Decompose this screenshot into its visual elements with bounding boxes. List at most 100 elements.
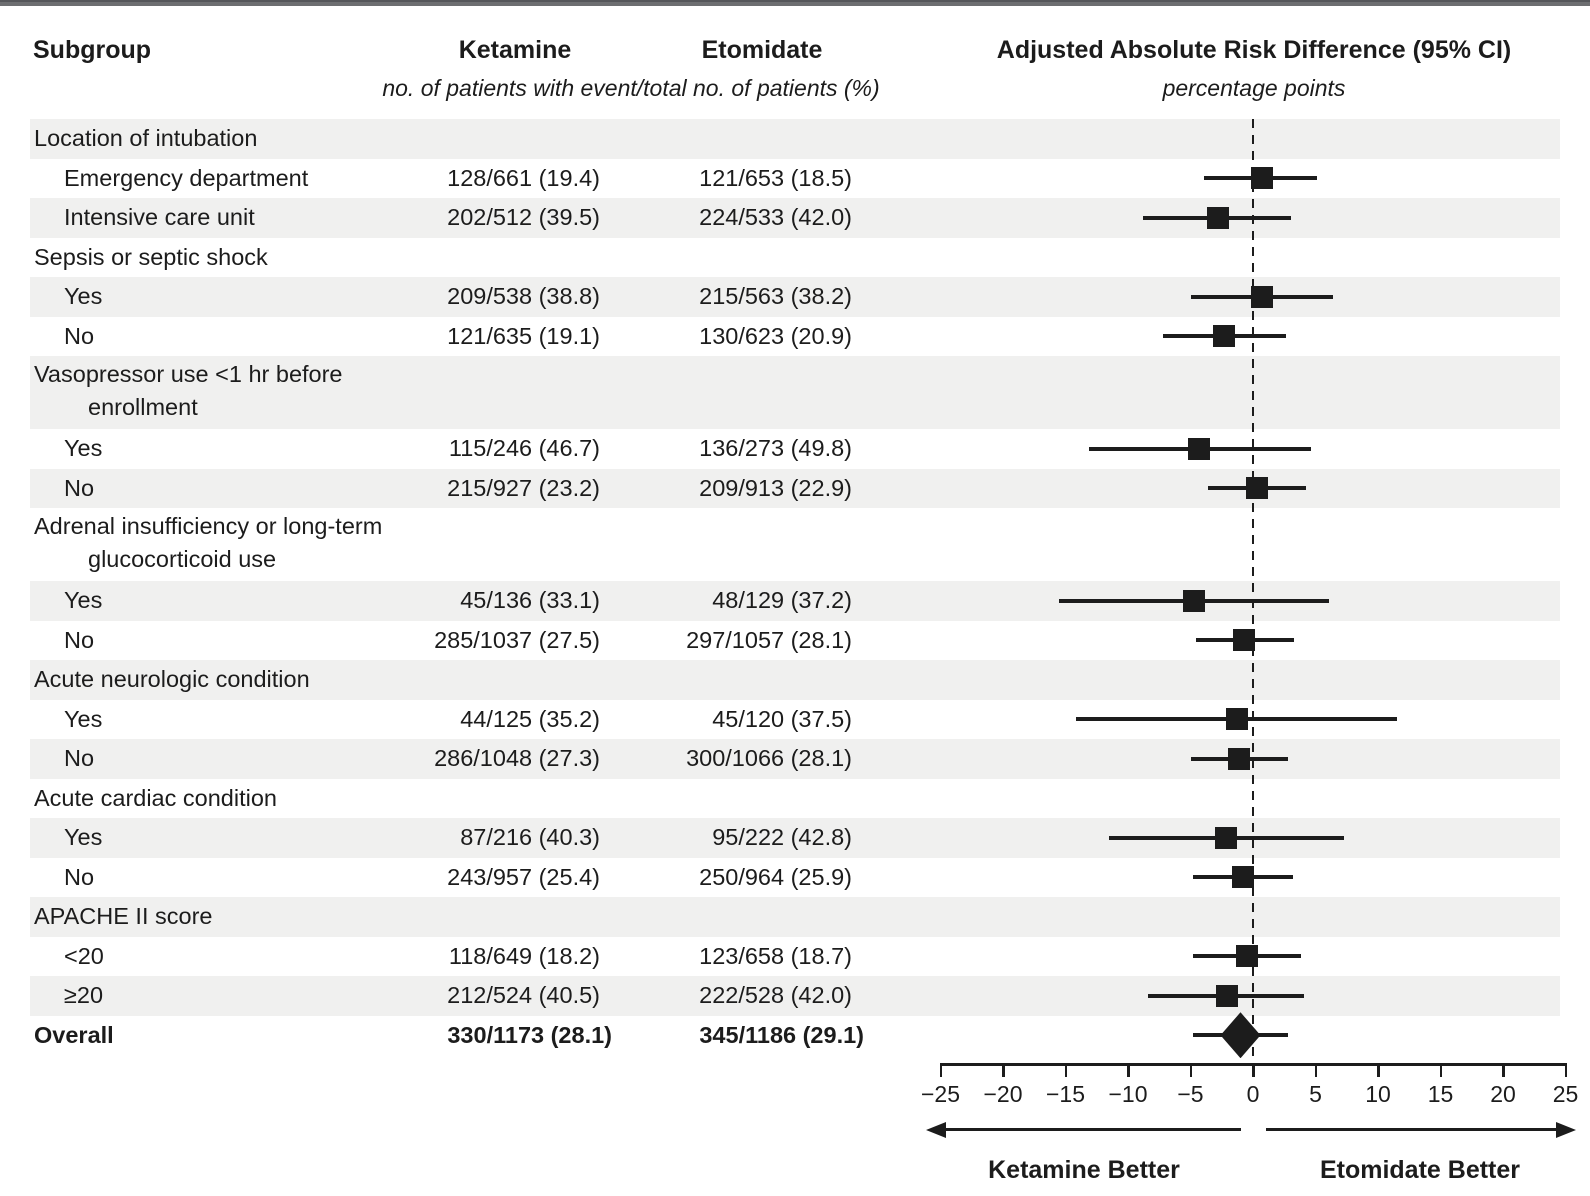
row-label: ≥20 [64, 982, 104, 1008]
ketamine-count-cell: 330/1173 (28.1) [447, 1021, 612, 1048]
ketamine-count-cell: 286/1048 (27.3) [434, 745, 600, 771]
axis-tick [1564, 1063, 1567, 1077]
subgroup-data-row [30, 198, 1560, 238]
ketamine-count-cell: 128/661 (19.4) [447, 164, 600, 191]
ketamine-count-cell: 215/927 (23.2) [447, 474, 600, 501]
left-arrowhead [926, 1121, 946, 1138]
axis-units-subtitle: percentage points [1162, 75, 1346, 101]
axis-tick-label: −15 [1045, 1081, 1085, 1107]
row-label: No [64, 474, 95, 501]
axis-tick [1439, 1063, 1442, 1077]
ketamine-count-cell: 212/524 (40.5) [447, 982, 600, 1008]
etomidate-count-cell: 130/623 (20.9) [699, 322, 852, 349]
axis-tick-label: 25 [1552, 1081, 1579, 1107]
axis-tick-label: 0 [1246, 1081, 1260, 1107]
right-arrowhead [1556, 1121, 1576, 1138]
etomidate-better-label: Etomidate Better [1319, 1156, 1521, 1184]
point-estimate-marker [1233, 629, 1256, 652]
column-header-ketamine: Ketamine [458, 36, 572, 64]
subgroup-header-row [30, 660, 1560, 700]
etomidate-count-cell: 297/1057 (28.1) [686, 626, 852, 653]
point-estimate-marker [1225, 708, 1248, 731]
etomidate-count-cell: 345/1186 (29.1) [699, 1021, 864, 1048]
point-estimate-marker [1250, 167, 1273, 190]
subgroup-header-row [30, 897, 1560, 937]
ketamine-count-cell: 115/246 (46.7) [448, 435, 600, 461]
axis-tick-label: −25 [920, 1081, 960, 1107]
axis-tick [1064, 1063, 1067, 1077]
etomidate-count-cell: 300/1066 (28.1) [686, 745, 852, 771]
point-estimate-marker [1235, 945, 1258, 968]
point-estimate-marker [1207, 206, 1229, 229]
point-estimate-marker [1228, 747, 1251, 770]
subgroup-header-row [30, 356, 1560, 429]
top-rule [0, 0, 1590, 6]
ketamine-count-cell: 118/649 (18.2) [448, 942, 600, 969]
row-label: Yes [64, 435, 103, 461]
ketamine-count-cell: 45/136 (33.1) [460, 587, 600, 613]
ketamine-count-cell: 121/635 (19.1) [447, 322, 600, 349]
ketamine-better-label: Ketamine Better [988, 1156, 1180, 1184]
axis-tick-label: 15 [1427, 1081, 1454, 1107]
axis-tick [1377, 1063, 1380, 1077]
column-header-risk-difference: Adjusted Absolute Risk Difference (95% C… [996, 36, 1512, 64]
row-label: Overall [34, 1021, 114, 1048]
row-label: Location of intubation [34, 125, 258, 151]
point-estimate-marker [1245, 477, 1268, 500]
etomidate-count-cell: 224/533 (42.0) [699, 204, 852, 230]
ketamine-count-cell: 44/125 (35.2) [460, 705, 600, 732]
axis-tick [1127, 1063, 1130, 1077]
point-estimate-marker [1215, 984, 1238, 1007]
axis-tick [1314, 1063, 1317, 1077]
axis-tick-label: −20 [983, 1081, 1023, 1107]
row-label: Acute cardiac condition [34, 784, 277, 811]
etomidate-count-cell: 48/129 (37.2) [712, 587, 852, 613]
etomidate-count-cell: 136/273 (49.8) [699, 435, 852, 461]
row-label: No [64, 322, 95, 349]
etomidate-count-cell: 215/563 (38.2) [699, 283, 852, 309]
axis-tick [939, 1063, 942, 1077]
row-label-line2: enrollment [88, 394, 198, 420]
row-label: No [64, 626, 95, 653]
row-label: Yes [64, 587, 103, 613]
etomidate-count-cell: 250/964 (25.9) [699, 863, 852, 890]
subgroup-data-row [30, 976, 1560, 1016]
axis-tick-label: −10 [1108, 1081, 1148, 1107]
row-label: Adrenal insufficiency or long-term [34, 513, 383, 539]
etomidate-count-cell: 121/653 (18.5) [699, 164, 852, 191]
row-label: No [64, 863, 95, 890]
ketamine-count-cell: 209/538 (38.8) [447, 283, 600, 309]
right-arrow-line [1266, 1128, 1558, 1131]
etomidate-count-cell: 123/658 (18.7) [699, 942, 852, 969]
row-label: Yes [64, 283, 103, 309]
ketamine-count-cell: 202/512 (39.5) [447, 204, 600, 230]
row-label: Yes [64, 705, 103, 732]
column-header-subgroup: Subgroup [33, 36, 152, 64]
axis-tick-label: 20 [1490, 1081, 1516, 1107]
row-label: Acute neurologic condition [34, 666, 310, 692]
zero-reference-line [1252, 119, 1254, 1063]
row-label: Intensive care unit [64, 204, 255, 230]
row-label: Sepsis or septic shock [34, 243, 268, 270]
point-estimate-marker [1183, 589, 1206, 612]
ketamine-count-cell: 285/1037 (27.5) [434, 626, 600, 653]
row-label: <20 [64, 942, 104, 969]
axis-tick [1002, 1063, 1005, 1077]
subgroup-header-row [30, 119, 1560, 159]
counts-units-subtitle: no. of patients with event/total no. of … [382, 75, 880, 101]
etomidate-count-cell: 95/222 (42.8) [712, 824, 852, 850]
etomidate-count-cell: 209/913 (22.9) [699, 474, 852, 501]
point-estimate-marker [1213, 325, 1236, 348]
ketamine-count-cell: 87/216 (40.3) [460, 824, 600, 850]
axis-tick [1189, 1063, 1192, 1077]
row-label: No [64, 745, 95, 771]
etomidate-count-cell: 222/528 (42.0) [699, 982, 852, 1008]
row-label: APACHE II score [34, 903, 213, 929]
point-estimate-marker [1188, 437, 1211, 460]
row-label: Yes [64, 824, 103, 850]
row-label: Vasopressor use <1 hr before [34, 361, 343, 387]
axis-tick-label: −5 [1177, 1081, 1204, 1107]
row-label-line2: glucocorticoid use [88, 546, 277, 572]
subgroup-data-row [30, 739, 1560, 779]
